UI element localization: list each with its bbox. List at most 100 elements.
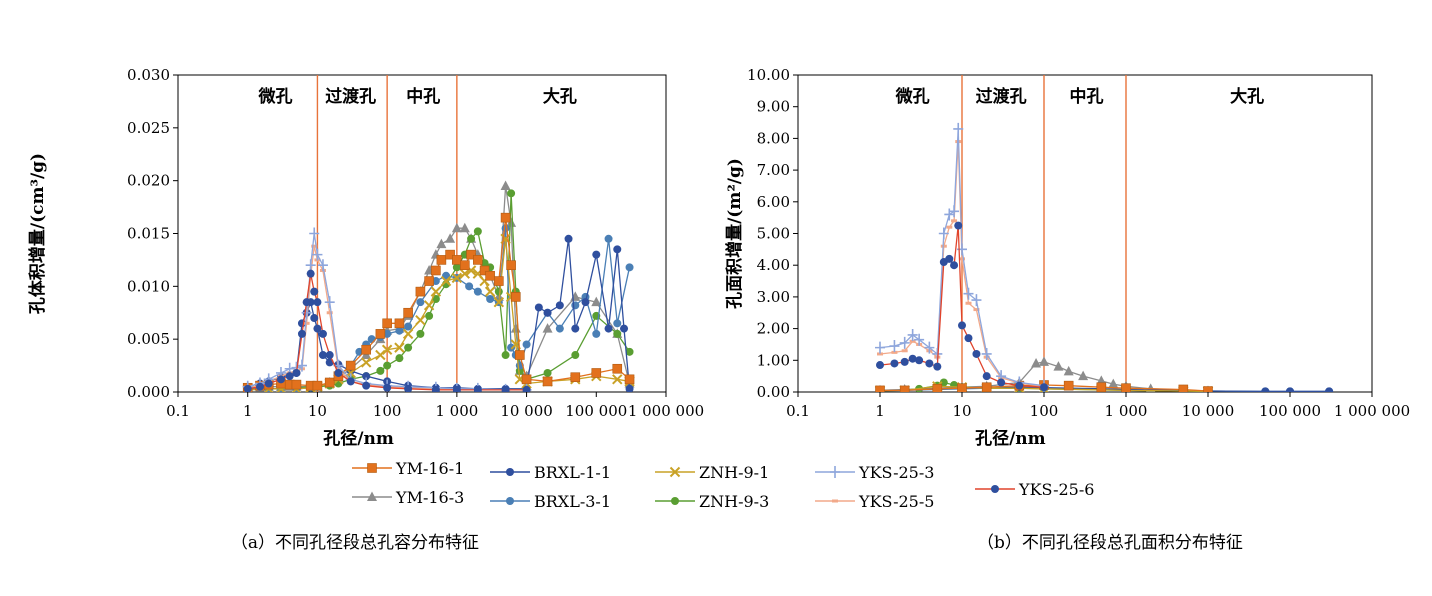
data-point: [515, 350, 525, 360]
region-label: 大孔: [543, 86, 577, 107]
data-point: [891, 350, 898, 354]
data-point: [404, 343, 413, 352]
series-yks-25-6: [243, 269, 531, 392]
data-point: [1039, 356, 1049, 366]
data-point: [914, 333, 925, 346]
x-tick-label: 1 000: [435, 402, 478, 420]
data-point: [981, 382, 992, 392]
data-point: [613, 245, 622, 254]
data-point: [460, 260, 470, 271]
legend-label: YKS-25-6: [1018, 480, 1094, 499]
series-line: [247, 238, 631, 390]
y-axis-title: 孔体积增量/(cm³/g): [27, 153, 48, 314]
data-point: [301, 306, 312, 319]
region-label: 微孔: [895, 86, 930, 107]
data-point: [924, 341, 935, 354]
data-point: [591, 368, 602, 378]
data-point: [521, 374, 532, 385]
data-point: [571, 324, 580, 333]
data-point: [875, 341, 885, 354]
x-tick-label: 100: [1030, 402, 1059, 420]
data-point: [932, 384, 943, 392]
data-point: [362, 381, 371, 390]
x-tick-label: 100 000: [1259, 402, 1321, 420]
data-point: [1121, 383, 1131, 392]
legend-label: YKS-25-5: [858, 492, 934, 511]
legend-marker: [991, 485, 999, 493]
data-point: [1096, 382, 1107, 392]
x-axis-title: 孔径/nm: [975, 428, 1046, 449]
data-point: [310, 287, 319, 296]
data-point: [276, 375, 285, 384]
data-point: [264, 379, 273, 388]
legend: YM-16-1 YM-16-3 BRXL-1-1 BRXL-3-1 ZNH-9-1 ZNH…: [352, 459, 1094, 511]
panel-caption: （a）不同孔径段总孔容分布特征: [231, 533, 479, 553]
data-point: [403, 307, 413, 318]
y-axis-title: 孔面积增量/(m²/g): [724, 158, 745, 309]
data-point: [951, 219, 958, 223]
x-axis-title: 孔径/nm: [323, 428, 394, 449]
data-point: [500, 212, 511, 223]
data-point: [291, 379, 302, 390]
data-point: [415, 286, 426, 297]
data-point: [1015, 381, 1024, 390]
legend-item: YM-16-1: [352, 459, 464, 478]
data-point: [326, 311, 333, 315]
x-tick-label: 1 000 000: [1334, 402, 1410, 420]
data-point: [383, 383, 392, 392]
data-point: [436, 238, 447, 249]
data-point: [243, 384, 252, 392]
series-layer: [242, 180, 635, 392]
data-point: [1078, 370, 1089, 381]
chart-panel-a: 微孔 过渡孔 中孔 大孔 0.000 0.005 0.010 0.015 0.020 0.025 0…: [27, 66, 704, 553]
data-point: [982, 372, 991, 381]
legend-marker: [830, 466, 840, 478]
data-point: [310, 314, 319, 323]
plot-frame: [177, 74, 667, 393]
y-tick-label: 3.00: [757, 288, 790, 306]
y-tick-label: 0.000: [127, 383, 170, 401]
data-point: [255, 382, 264, 391]
data-point: [375, 329, 386, 339]
data-point: [965, 301, 972, 305]
data-point: [953, 122, 964, 135]
legend-item: ZNH-9-1: [655, 463, 769, 482]
data-point: [404, 384, 413, 392]
legend-label: ZNH-9-3: [699, 492, 769, 511]
data-point: [324, 296, 335, 309]
data-point: [346, 377, 355, 386]
data-point: [465, 282, 474, 291]
data-point: [570, 372, 581, 383]
data-point: [306, 269, 315, 278]
data-point: [909, 339, 916, 343]
data-point: [1040, 383, 1048, 392]
data-point: [317, 259, 328, 272]
data-point: [452, 385, 461, 392]
data-point: [313, 298, 322, 307]
data-point: [933, 362, 942, 371]
data-point: [318, 329, 327, 338]
legend-marker: [669, 466, 681, 478]
x-tick-label: 10 000: [1182, 402, 1235, 420]
legend-item: ZNH-9-3: [655, 492, 769, 511]
data-point: [501, 385, 510, 392]
data-point: [367, 335, 376, 344]
data-point: [613, 329, 622, 338]
data-point: [945, 254, 954, 263]
data-point: [506, 217, 517, 227]
data-point: [494, 276, 504, 286]
region-label: 中孔: [1070, 86, 1104, 107]
y-tick-label: 10.00: [747, 66, 790, 84]
data-point: [925, 359, 934, 368]
data-point: [555, 301, 564, 310]
y-tick-label: 0.025: [127, 119, 170, 137]
y-tick-label: 7.00: [757, 161, 790, 179]
data-point: [296, 359, 307, 372]
data-point: [507, 189, 516, 198]
data-point: [1108, 378, 1119, 389]
data-point: [1325, 387, 1334, 392]
region-label: 中孔: [406, 86, 440, 107]
data-point: [612, 363, 623, 374]
data-point: [591, 296, 602, 307]
legend-marker: [671, 497, 679, 505]
